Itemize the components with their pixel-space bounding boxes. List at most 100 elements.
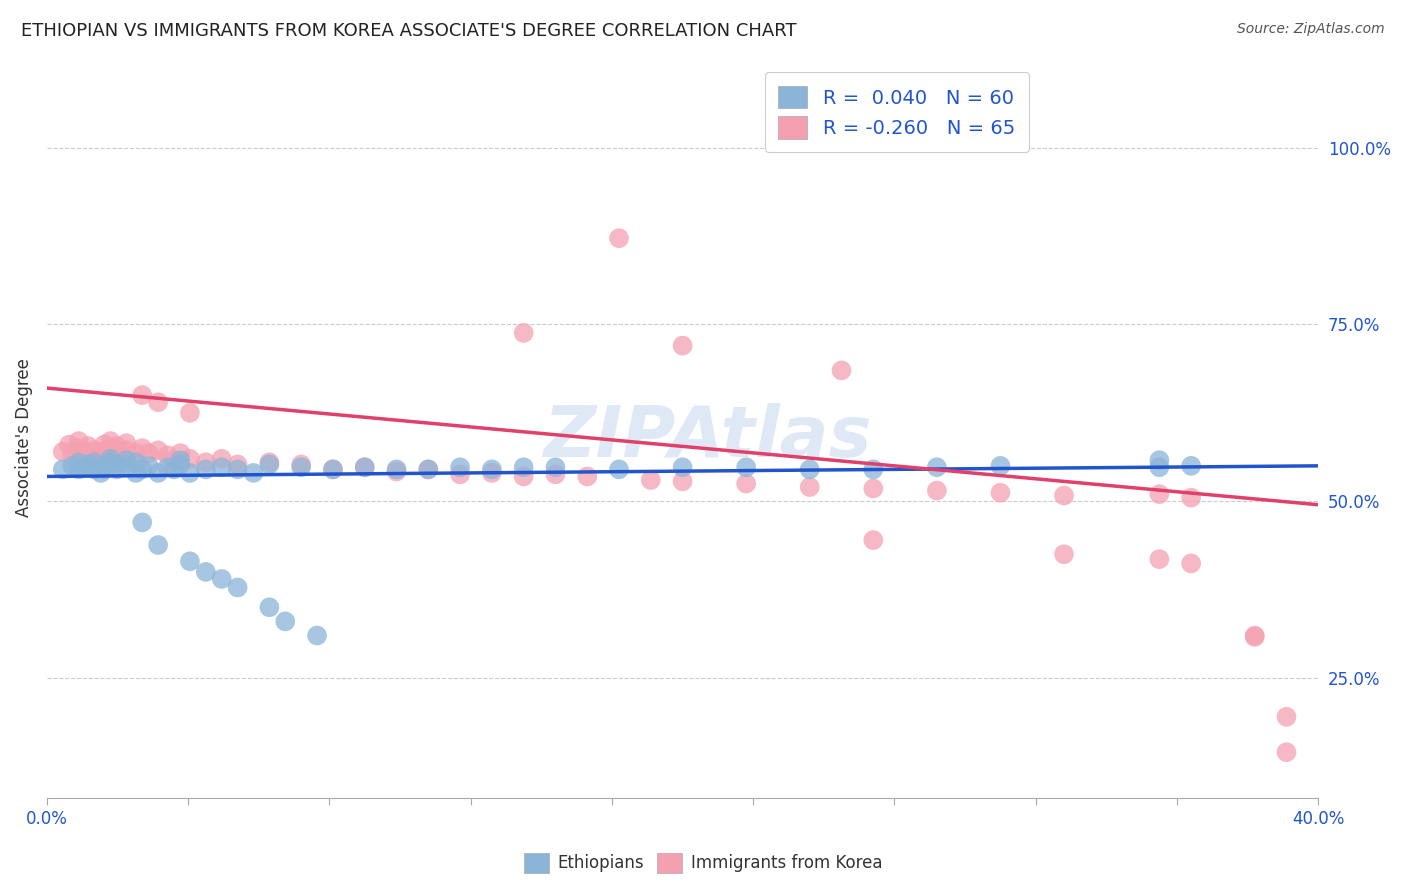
Point: [58, 437, 80, 451]
Point: [512, 326, 534, 340]
Point: [131, 462, 153, 476]
Text: Source: ZipAtlas.com: Source: ZipAtlas.com: [1237, 22, 1385, 37]
Point: [576, 469, 599, 483]
Point: [90, 448, 112, 462]
Point: [83, 462, 105, 476]
Point: [211, 451, 233, 466]
Point: [105, 462, 128, 476]
Point: [307, 628, 329, 642]
Point: [242, 466, 264, 480]
Point: [1180, 458, 1202, 473]
Point: [125, 455, 148, 469]
Point: [925, 460, 948, 475]
Point: [640, 473, 662, 487]
Point: [512, 460, 534, 475]
Point: [67, 434, 90, 449]
Point: [105, 458, 128, 472]
Point: [93, 462, 115, 476]
Point: [60, 448, 83, 462]
Point: [156, 448, 179, 462]
Point: [105, 439, 128, 453]
Point: [735, 476, 758, 491]
Point: [179, 554, 201, 568]
Point: [671, 475, 693, 489]
Point: [146, 538, 169, 552]
Point: [1275, 710, 1298, 724]
Point: [925, 483, 948, 498]
Point: [115, 460, 138, 475]
Legend: Ethiopians, Immigrants from Korea: Ethiopians, Immigrants from Korea: [517, 847, 889, 880]
Point: [93, 458, 115, 473]
Point: [481, 466, 503, 480]
Point: [322, 462, 344, 476]
Point: [146, 443, 169, 458]
Point: [83, 443, 105, 458]
Point: [194, 455, 217, 469]
Point: [100, 455, 122, 469]
Point: [1243, 628, 1265, 642]
Point: [169, 458, 191, 472]
Point: [862, 462, 884, 476]
Point: [83, 455, 105, 469]
Point: [1149, 552, 1171, 566]
Point: [449, 460, 471, 475]
Point: [179, 406, 201, 420]
Point: [831, 363, 853, 377]
Point: [1053, 547, 1076, 561]
Point: [146, 395, 169, 409]
Point: [1180, 557, 1202, 571]
Point: [138, 458, 160, 473]
Point: [353, 460, 375, 475]
Point: [73, 460, 96, 475]
Point: [60, 458, 83, 473]
Point: [163, 462, 186, 476]
Point: [211, 460, 233, 475]
Point: [131, 441, 153, 455]
Point: [226, 581, 249, 595]
Point: [1243, 630, 1265, 644]
Point: [259, 455, 281, 469]
Point: [990, 485, 1012, 500]
Point: [1149, 487, 1171, 501]
Point: [607, 231, 630, 245]
Point: [115, 436, 138, 450]
Point: [77, 458, 100, 472]
Point: [169, 453, 191, 467]
Point: [671, 460, 693, 475]
Point: [481, 462, 503, 476]
Point: [125, 466, 148, 480]
Point: [1275, 745, 1298, 759]
Point: [211, 572, 233, 586]
Point: [156, 460, 179, 475]
Text: ZIPAtlas: ZIPAtlas: [544, 403, 872, 472]
Point: [100, 441, 122, 455]
Point: [138, 446, 160, 460]
Point: [544, 467, 567, 482]
Point: [146, 466, 169, 480]
Point: [131, 388, 153, 402]
Point: [990, 458, 1012, 473]
Point: [90, 466, 112, 480]
Point: [1180, 491, 1202, 505]
Point: [1149, 460, 1171, 475]
Point: [735, 460, 758, 475]
Point: [418, 462, 440, 476]
Point: [93, 437, 115, 451]
Point: [131, 516, 153, 530]
Point: [67, 441, 90, 455]
Point: [449, 467, 471, 482]
Point: [418, 462, 440, 476]
Point: [607, 462, 630, 476]
Point: [259, 458, 281, 472]
Point: [52, 462, 75, 476]
Point: [52, 444, 75, 458]
Point: [512, 469, 534, 483]
Point: [290, 458, 312, 472]
Point: [1053, 489, 1076, 503]
Y-axis label: Associate's Degree: Associate's Degree: [15, 358, 32, 517]
Point: [353, 460, 375, 475]
Text: ETHIOPIAN VS IMMIGRANTS FROM KOREA ASSOCIATE'S DEGREE CORRELATION CHART: ETHIOPIAN VS IMMIGRANTS FROM KOREA ASSOC…: [21, 22, 797, 40]
Point: [125, 446, 148, 460]
Point: [862, 533, 884, 547]
Point: [169, 446, 191, 460]
